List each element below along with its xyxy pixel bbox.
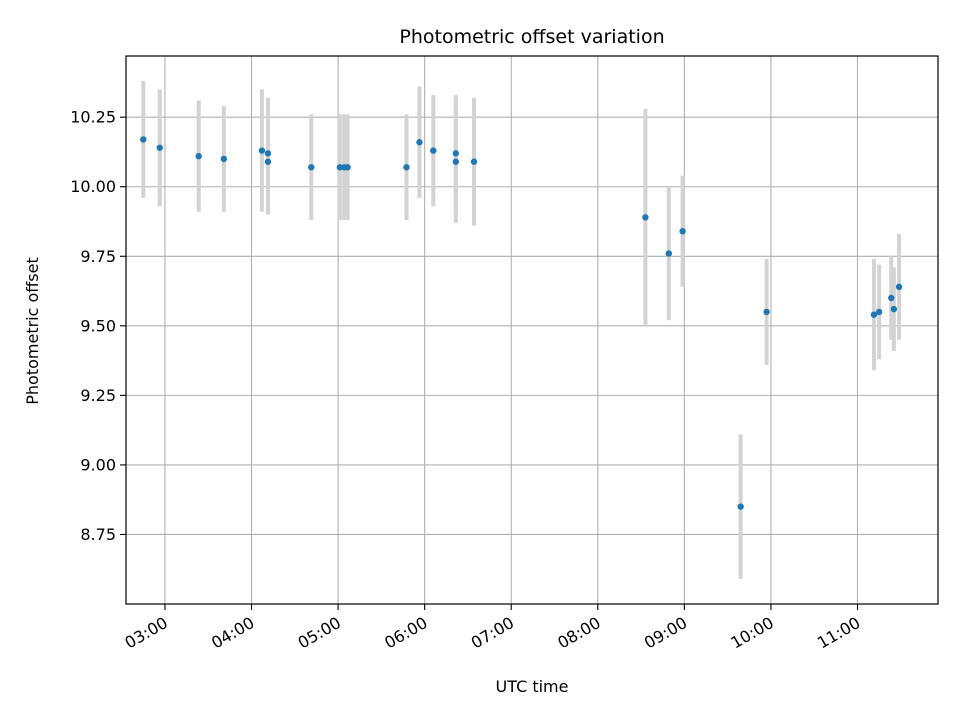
y-tick-label: 10.00 <box>70 177 116 196</box>
data-point <box>264 150 272 157</box>
data-point <box>452 150 460 157</box>
data-point <box>416 139 423 146</box>
data-point <box>890 305 898 313</box>
y-axis-label: Photometric offset <box>23 257 42 405</box>
chart-title: Photometric offset variation <box>399 26 664 48</box>
data-point <box>895 283 903 291</box>
data-point <box>140 136 147 143</box>
data-point <box>470 158 478 165</box>
y-tick-label: 9.00 <box>80 455 116 474</box>
y-tick-label: 9.25 <box>80 386 116 405</box>
data-point <box>308 164 315 171</box>
y-tick-label: 8.75 <box>80 525 116 544</box>
data-point <box>264 158 272 165</box>
data-point <box>679 228 686 235</box>
data-point <box>870 311 878 318</box>
data-point <box>258 147 266 154</box>
y-tick-label: 10.25 <box>70 108 116 127</box>
data-point <box>156 144 163 151</box>
x-axis-label: UTC time <box>496 677 569 696</box>
data-point <box>403 164 410 171</box>
data-point <box>642 214 649 221</box>
y-tick-label: 9.50 <box>80 316 116 335</box>
data-point <box>452 158 460 165</box>
y-tick-label: 9.75 <box>80 247 116 266</box>
data-point <box>888 294 895 302</box>
data-point <box>430 147 437 154</box>
data-point <box>665 250 672 257</box>
data-point <box>195 152 202 160</box>
data-point <box>763 308 770 316</box>
y-axis-ticks: 8.75 9.00 9.25 9.50 9.75 10.00 10.25 <box>70 108 126 544</box>
data-points <box>140 136 903 510</box>
data-point <box>875 308 883 316</box>
plot-frame <box>125 55 939 605</box>
data-point <box>220 155 228 163</box>
data-point <box>344 164 351 171</box>
data-point <box>737 503 744 510</box>
